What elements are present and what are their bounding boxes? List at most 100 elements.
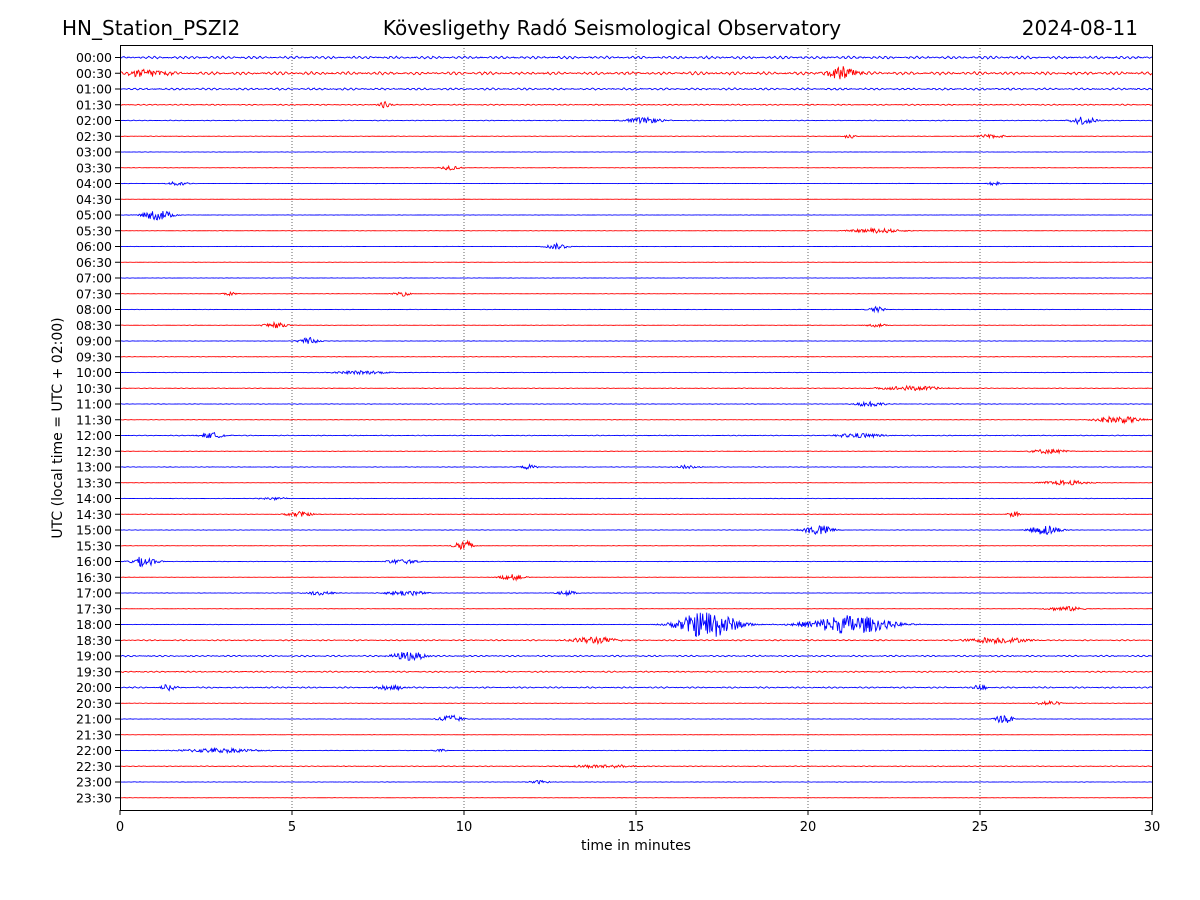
y-tick-label: 05:30 — [76, 223, 112, 238]
trace-line — [119, 463, 1153, 470]
y-tick-label: 09:30 — [76, 349, 112, 364]
observatory-title: Kövesligethy Radó Seismological Observat… — [383, 16, 841, 40]
trace-line — [119, 133, 1153, 140]
trace-line — [119, 448, 1153, 455]
trace-line — [119, 683, 1153, 692]
y-tick-label: 03:30 — [76, 160, 112, 175]
y-tick-label: 16:00 — [76, 554, 112, 569]
trace-line — [119, 539, 1153, 551]
y-tick-label: 06:00 — [76, 239, 112, 254]
x-tick-label: 10 — [456, 820, 473, 835]
trace-line — [119, 605, 1153, 612]
y-tick-label: 10:00 — [76, 365, 112, 380]
trace-line — [119, 210, 1153, 221]
trace-line — [119, 87, 1153, 91]
y-tick-label: 20:30 — [76, 696, 112, 711]
y-tick-label: 13:30 — [76, 475, 112, 490]
x-tick-label: 20 — [800, 820, 817, 835]
trace-line — [119, 670, 1153, 673]
y-tick-label: 11:00 — [76, 397, 112, 412]
trace-line — [119, 164, 1153, 171]
trace-line — [119, 116, 1153, 126]
trace-line — [119, 479, 1153, 486]
y-tick-label: 12:00 — [76, 428, 112, 443]
y-tick-label: 15:00 — [76, 523, 112, 538]
y-tick-labels: 00:0000:3001:0001:3002:0002:3003:0003:30… — [76, 50, 120, 805]
y-tick-label: 07:30 — [76, 286, 112, 301]
date-title: 2024-08-11 — [1022, 16, 1138, 40]
y-tick-label: 04:00 — [76, 176, 112, 191]
y-tick-label: 00:30 — [76, 66, 112, 81]
y-tick-label: 06:30 — [76, 255, 112, 270]
y-tick-label: 19:00 — [76, 649, 112, 664]
trace-line — [119, 320, 1153, 329]
trace-line — [120, 746, 1153, 755]
y-tick-label: 14:00 — [76, 491, 112, 506]
y-tick-label: 18:30 — [76, 633, 112, 648]
trace-line — [119, 651, 1153, 662]
trace-line — [119, 556, 1153, 568]
trace-line — [120, 180, 1153, 187]
y-tick-label: 21:30 — [76, 727, 112, 742]
y-tick-label: 10:30 — [76, 381, 112, 396]
y-tick-label: 09:00 — [76, 334, 112, 349]
trace-line — [119, 714, 1153, 724]
y-tick-label: 02:30 — [76, 129, 112, 144]
trace-line — [119, 431, 1153, 439]
trace-line — [119, 574, 1153, 582]
y-tick-label: 01:00 — [76, 82, 112, 97]
trace-line — [120, 369, 1153, 376]
trace-line — [119, 384, 1153, 392]
trace-line — [119, 356, 1153, 358]
y-tick-label: 23:00 — [76, 775, 112, 790]
y-tick-label: 22:00 — [76, 743, 112, 758]
y-tick-label: 07:00 — [76, 271, 112, 286]
x-tick-label: 15 — [628, 820, 645, 835]
trace-line — [119, 699, 1153, 706]
y-tick-label: 19:30 — [76, 664, 112, 679]
y-tick-label: 17:00 — [76, 586, 112, 601]
trace-line — [119, 66, 1153, 80]
trace-line — [120, 305, 1153, 314]
trace-line — [119, 525, 1153, 536]
station-title: HN_Station_PSZI2 — [62, 16, 240, 40]
y-tick-label: 14:30 — [76, 507, 112, 522]
y-tick-label: 16:30 — [76, 570, 112, 585]
y-tick-label: 00:00 — [76, 50, 112, 65]
y-tick-label: 15:30 — [76, 538, 112, 553]
y-tick-label: 01:30 — [76, 97, 112, 112]
x-tick-label: 25 — [972, 820, 989, 835]
x-tick-labels: 0 5 10 15 20 25 30 — [116, 810, 1160, 835]
trace-line — [119, 100, 1153, 109]
x-tick-label: 30 — [1144, 820, 1161, 835]
y-axis-label: UTC (local time = UTC + 02:00) — [50, 317, 66, 538]
trace-line — [119, 415, 1153, 425]
trace-line — [119, 55, 1153, 60]
trace-line — [119, 226, 1153, 234]
y-tick-label: 18:00 — [76, 617, 112, 632]
trace-line — [119, 291, 1153, 297]
trace-line — [119, 764, 1153, 770]
x-tick-label: 0 — [116, 820, 124, 835]
plot-frame — [120, 45, 1153, 811]
y-tick-label: 20:00 — [76, 680, 112, 695]
y-tick-label: 08:00 — [76, 302, 112, 317]
trace-line — [120, 589, 1153, 597]
trace-line — [119, 635, 1153, 646]
trace-line — [119, 400, 1153, 408]
y-tick-label: 13:00 — [76, 460, 112, 475]
y-tick-label: 21:00 — [76, 712, 112, 727]
y-tick-label: 04:30 — [76, 192, 112, 207]
y-tick-label: 12:30 — [76, 444, 112, 459]
y-tick-label: 22:30 — [76, 759, 112, 774]
y-tick-label: 08:30 — [76, 318, 112, 333]
y-tick-label: 03:00 — [76, 145, 112, 160]
x-axis-label: time in minutes — [581, 838, 691, 854]
trace-line — [119, 336, 1153, 344]
y-tick-label: 23:30 — [76, 790, 112, 805]
trace-line — [119, 510, 1153, 518]
trace-line — [119, 496, 1153, 502]
y-tick-label: 17:30 — [76, 601, 112, 616]
